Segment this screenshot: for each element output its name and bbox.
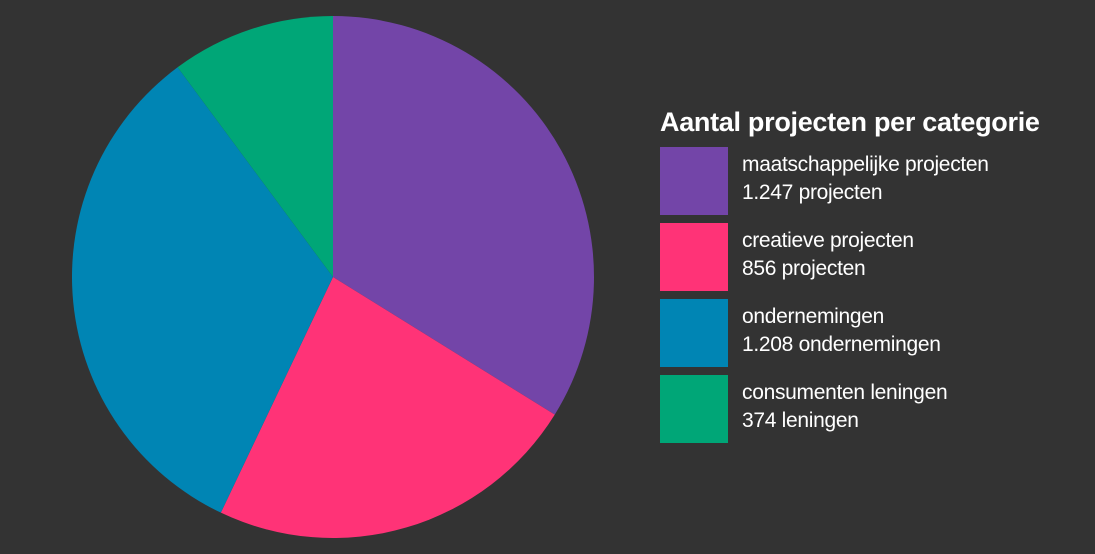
legend-label: maatschappelijke projecten bbox=[742, 153, 989, 176]
legend-label: consumenten leningen bbox=[742, 381, 948, 404]
legend-value: 856 projecten bbox=[742, 257, 866, 280]
chart-title: Aantal projecten per categorie bbox=[660, 107, 1040, 137]
legend-item-creatieve-projecten: creatieve projecten 856 projecten bbox=[660, 223, 1080, 299]
legend-value: 374 leningen bbox=[742, 409, 859, 432]
legend-label: ondernemingen bbox=[742, 305, 885, 328]
legend-item-ondernemingen: ondernemingen 1.208 ondernemingen bbox=[660, 299, 1080, 375]
legend-swatch-consumenten-leningen bbox=[660, 375, 728, 443]
legend-value: 1.247 projecten bbox=[742, 181, 883, 204]
legend-swatch-maatschappelijke-projecten bbox=[660, 147, 728, 215]
legend-value: 1.208 ondernemingen bbox=[742, 333, 941, 356]
pie-chart bbox=[72, 16, 594, 539]
legend-swatch-creatieve-projecten bbox=[660, 223, 728, 291]
legend-swatch-ondernemingen bbox=[660, 299, 728, 367]
legend-item-consumenten-leningen: consumenten leningen 374 leningen bbox=[660, 375, 1080, 451]
legend-label: creatieve projecten bbox=[742, 229, 914, 252]
legend: Aantal projecten per categorie maatschap… bbox=[660, 105, 1080, 451]
pie-slice-maatschappelijke-projecten bbox=[333, 16, 594, 415]
legend-item-maatschappelijke-projecten: maatschappelijke projecten 1.247 project… bbox=[660, 147, 1080, 223]
pie-slice-ondernemingen bbox=[72, 67, 333, 513]
pie-slice-consumenten-leningen bbox=[177, 16, 333, 277]
pie-slice-creatieve-projecten bbox=[220, 277, 555, 539]
